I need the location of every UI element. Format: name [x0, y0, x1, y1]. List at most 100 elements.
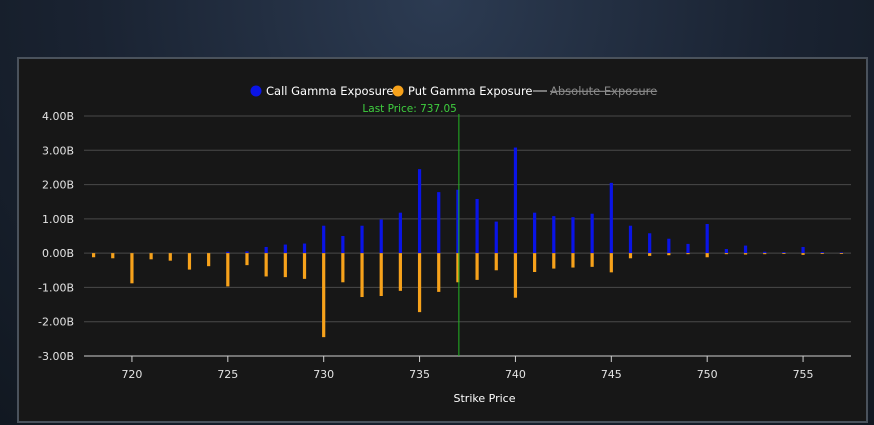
put-gamma-bar[interactable] [245, 253, 249, 266]
put-gamma-bar[interactable] [763, 253, 767, 255]
legend-marker [392, 85, 404, 97]
y-tick-label: 3.00B [42, 144, 74, 157]
put-gamma-bar[interactable] [149, 253, 153, 260]
chart-panel: 4.00B 3.00B 2.00B 1.00B 0.00B -1.00B -2.00B -3.… [17, 57, 868, 423]
put-gamma-bar[interactable] [513, 253, 518, 298]
x-tick-label: 735 [409, 368, 430, 381]
call-gamma-bar[interactable] [398, 212, 402, 254]
put-gamma-bar[interactable] [379, 253, 383, 296]
put-gamma-bar[interactable] [207, 253, 211, 267]
call-gamma-bar[interactable] [302, 243, 307, 254]
put-gamma-bar[interactable] [571, 253, 575, 268]
put-gamma-bar[interactable] [341, 253, 345, 283]
put-gamma-bar[interactable] [187, 253, 192, 270]
annotations: Last Price: 737.05 [362, 103, 460, 356]
put-gamma-bar[interactable] [283, 253, 287, 278]
put-gamma-bar[interactable] [417, 253, 422, 313]
legend[interactable]: Call Gamma Exposure Put Gamma Exposure Abs… [250, 84, 658, 98]
put-gamma-bar[interactable] [533, 253, 537, 272]
put-gamma-bar[interactable] [360, 253, 364, 298]
x-axis-title: Strike Price [454, 392, 516, 405]
y-tick-label: 1.00B [42, 213, 74, 226]
x-tick-label: 725 [217, 368, 238, 381]
call-gamma-bar[interactable] [475, 198, 479, 254]
call-gamma-bar[interactable] [226, 251, 230, 254]
gamma-exposure-chart: 4.00B 3.00B 2.00B 1.00B 0.00B -1.00B -2.00B -3.… [38, 84, 851, 405]
x-tick-label: 740 [505, 368, 526, 381]
put-gamma-bar[interactable] [609, 253, 613, 273]
call-gamma-bar[interactable] [801, 246, 805, 254]
call-gamma-bar[interactable] [379, 219, 383, 254]
call-gamma-bar[interactable] [245, 251, 249, 254]
put-gamma-bar[interactable] [686, 253, 690, 255]
legend-marker [250, 85, 262, 97]
y-tick-label: 4.00B [42, 110, 74, 123]
legend-item-put[interactable]: Put Gamma Exposure [392, 84, 533, 98]
put-gamma-bar[interactable] [111, 253, 115, 259]
legend-item-call[interactable]: Call Gamma Exposure [250, 84, 394, 98]
put-gamma-bar[interactable] [302, 253, 307, 279]
call-gamma-bar[interactable] [609, 182, 613, 254]
put-gamma-bar[interactable] [226, 253, 230, 287]
y-tick-labels: 4.00B 3.00B 2.00B 1.00B 0.00B -1.00B -2.00B -3.… [38, 110, 74, 363]
put-gamma-bar[interactable] [743, 253, 748, 255]
call-gamma-bar[interactable] [686, 243, 690, 254]
put-gamma-bar[interactable] [839, 253, 844, 254]
grid-lines [84, 115, 851, 357]
put-gamma-bar[interactable] [705, 253, 709, 258]
call-gamma-bar[interactable] [648, 233, 652, 254]
put-gamma-bar[interactable] [724, 253, 728, 255]
put-gamma-bar[interactable] [437, 253, 441, 292]
put-gamma-bar[interactable] [820, 253, 824, 254]
bars [91, 147, 844, 338]
call-gamma-bar[interactable] [667, 238, 671, 254]
call-gamma-bar[interactable] [456, 189, 460, 254]
call-gamma-bar[interactable] [513, 147, 518, 254]
call-gamma-bar[interactable] [743, 245, 748, 254]
put-gamma-bar[interactable] [590, 253, 594, 267]
y-tick-label: -1.00B [38, 281, 74, 294]
call-gamma-bar[interactable] [552, 216, 556, 254]
put-gamma-bar[interactable] [130, 253, 134, 284]
call-gamma-bar[interactable] [820, 252, 824, 254]
y-tick-label: 0.00B [42, 247, 74, 260]
put-gamma-bar[interactable] [456, 253, 460, 283]
call-gamma-bar[interactable] [763, 251, 767, 254]
put-gamma-bar[interactable] [801, 253, 805, 255]
last-price-label: Last Price: 737.05 [362, 103, 456, 115]
put-gamma-bar[interactable] [322, 253, 326, 338]
call-gamma-bar[interactable] [341, 236, 345, 254]
call-gamma-bar[interactable] [839, 252, 844, 254]
put-gamma-bar[interactable] [168, 253, 172, 261]
x-tick-label: 750 [697, 368, 718, 381]
legend-label: Absolute Exposure [550, 84, 657, 98]
call-gamma-bar[interactable] [782, 252, 786, 254]
y-tick-label: 2.00B [42, 179, 74, 192]
call-gamma-bar[interactable] [724, 249, 728, 254]
put-gamma-bar[interactable] [475, 253, 479, 280]
call-gamma-bar[interactable] [322, 225, 326, 254]
call-gamma-bar[interactable] [417, 169, 422, 254]
put-gamma-bar[interactable] [552, 253, 556, 269]
call-gamma-bar[interactable] [628, 225, 633, 254]
call-gamma-bar[interactable] [437, 192, 441, 254]
put-gamma-bar[interactable] [494, 253, 498, 271]
put-gamma-bar[interactable] [398, 253, 402, 291]
call-gamma-bar[interactable] [360, 225, 364, 254]
legend-label: Call Gamma Exposure [266, 84, 393, 98]
call-gamma-bar[interactable] [590, 213, 594, 254]
put-gamma-bar[interactable] [782, 253, 786, 254]
put-gamma-bar[interactable] [667, 253, 671, 256]
call-gamma-bar[interactable] [283, 244, 287, 254]
put-gamma-bar[interactable] [648, 253, 652, 256]
put-gamma-bar[interactable] [264, 253, 268, 277]
call-gamma-bar[interactable] [705, 224, 709, 254]
put-gamma-bar[interactable] [628, 253, 633, 259]
call-gamma-bar[interactable] [264, 246, 268, 254]
call-gamma-bar[interactable] [494, 221, 498, 254]
call-gamma-bar[interactable] [533, 212, 537, 254]
legend-item-absolute[interactable]: Absolute Exposure [533, 84, 657, 98]
y-tick-label: -2.00B [38, 316, 74, 329]
put-gamma-bar[interactable] [91, 253, 96, 258]
call-gamma-bar[interactable] [571, 217, 575, 254]
